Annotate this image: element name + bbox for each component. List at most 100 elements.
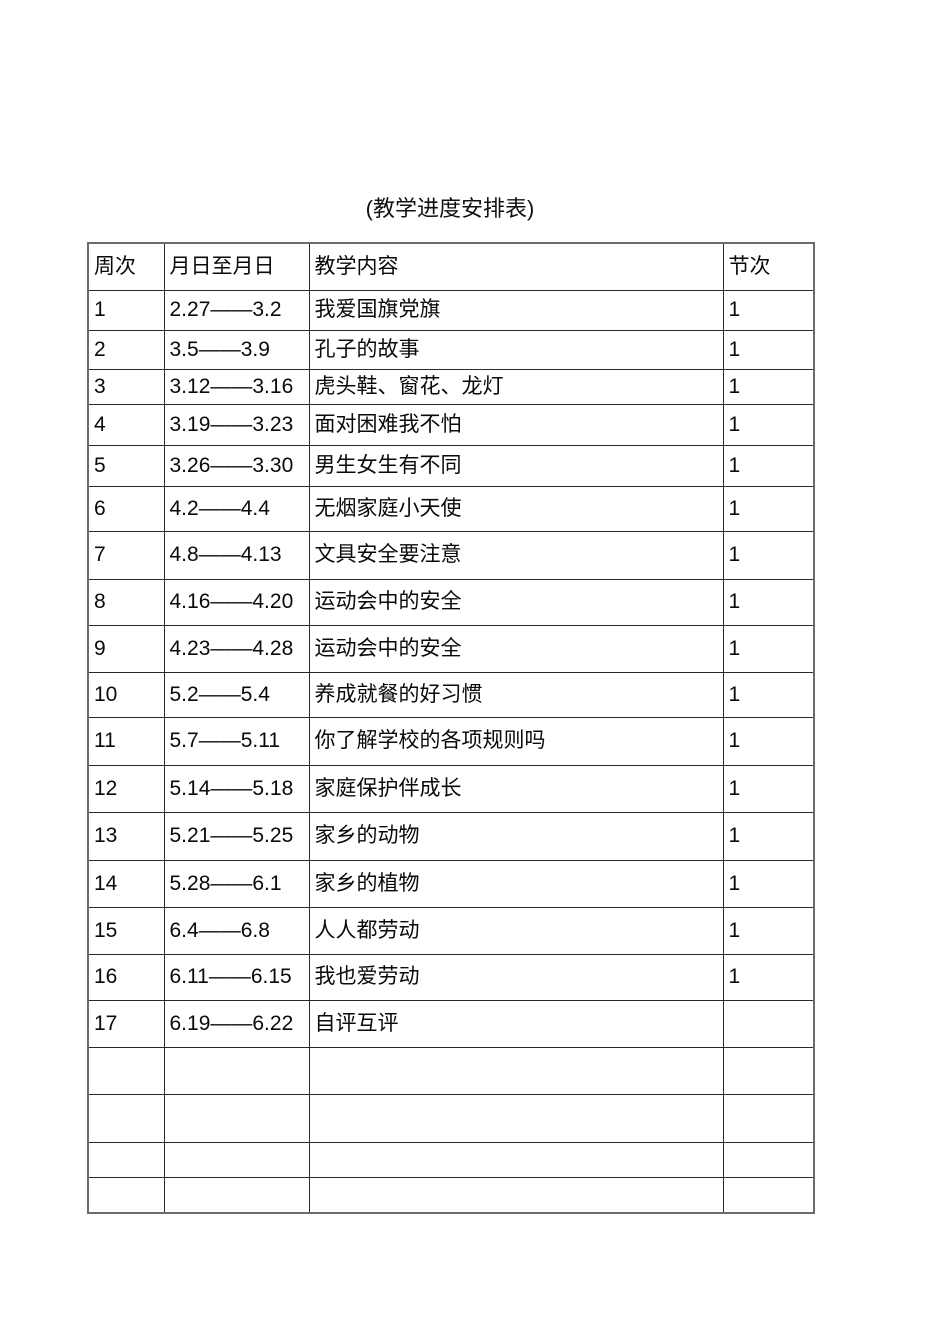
- table-row-empty: [87, 1093, 815, 1143]
- periods-cell: 1: [722, 289, 815, 331]
- table-row: 10 5.2——5.4 养成就餐的好习惯 1: [87, 671, 815, 718]
- periods-cell: 1: [722, 906, 815, 955]
- dates-cell: 5.21——5.25: [163, 811, 310, 861]
- week-cell: 9: [87, 624, 165, 673]
- week-cell: 15: [87, 906, 165, 955]
- table-row-empty: [87, 1046, 815, 1095]
- week-cell: 8: [87, 578, 165, 626]
- dates-cell: 3.12——3.16: [163, 368, 310, 405]
- table-row-empty: [87, 1141, 815, 1178]
- periods-cell: 1: [722, 485, 815, 532]
- dates-cell: 5.2——5.4: [163, 671, 310, 718]
- table-row: 17 6.19——6.22 自评互评: [87, 999, 815, 1048]
- dates-cell: [163, 1093, 310, 1143]
- table-row: 16 6.11——6.15 我也爱劳动 1: [87, 953, 815, 1001]
- table-row: 13 5.21——5.25 家乡的动物 1: [87, 811, 815, 861]
- dates-cell: 4.16——4.20: [163, 578, 310, 626]
- content-cell: 家乡的动物: [308, 811, 724, 861]
- content-cell: 孔子的故事: [308, 329, 724, 370]
- table-row: 4 3.19——3.23 面对困难我不怕 1: [87, 403, 815, 446]
- table-row: 9 4.23——4.28 运动会中的安全 1: [87, 624, 815, 673]
- content-cell: 我爱国旗党旗: [308, 289, 724, 331]
- dates-cell: 3.26——3.30: [163, 444, 310, 487]
- teaching-schedule-table: 周次 月日至月日 教学内容 节次 1 2.27——3.2 我爱国旗党旗 1 2 …: [87, 242, 815, 1214]
- dates-cell: [163, 1046, 310, 1095]
- periods-cell: [722, 1093, 815, 1143]
- week-cell: 14: [87, 859, 165, 908]
- content-cell: 男生女生有不同: [308, 444, 724, 487]
- content-cell: 你了解学校的各项规则吗: [308, 716, 724, 766]
- content-cell: [308, 1141, 724, 1178]
- dates-cell: 4.23——4.28: [163, 624, 310, 673]
- content-cell: [308, 1176, 724, 1214]
- periods-cell: 1: [722, 764, 815, 813]
- periods-cell: 1: [722, 624, 815, 673]
- dates-cell: 2.27——3.2: [163, 289, 310, 331]
- table-row: 15 6.4——6.8 人人都劳动 1: [87, 906, 815, 955]
- dates-cell: 5.14——5.18: [163, 764, 310, 813]
- dates-cell: 3.19——3.23: [163, 403, 310, 446]
- content-cell: [308, 1046, 724, 1095]
- periods-cell: 1: [722, 578, 815, 626]
- week-cell: [87, 1176, 165, 1214]
- dates-cell: 6.4——6.8: [163, 906, 310, 955]
- content-cell: 自评互评: [308, 999, 724, 1048]
- dates-cell: [163, 1176, 310, 1214]
- dates-cell: 5.28——6.1: [163, 859, 310, 908]
- table-row: 1 2.27——3.2 我爱国旗党旗 1: [87, 289, 815, 331]
- dates-cell: 6.11——6.15: [163, 953, 310, 1001]
- content-cell: 虎头鞋、窗花、龙灯: [308, 368, 724, 405]
- periods-cell: 1: [722, 716, 815, 766]
- week-cell: [87, 1141, 165, 1178]
- periods-cell: 1: [722, 530, 815, 580]
- week-cell: [87, 1093, 165, 1143]
- periods-cell: 1: [722, 953, 815, 1001]
- week-cell: 5: [87, 444, 165, 487]
- week-cell: 1: [87, 289, 165, 331]
- table-row: 5 3.26——3.30 男生女生有不同 1: [87, 444, 815, 487]
- week-cell: 17: [87, 999, 165, 1048]
- content-cell: 无烟家庭小天使: [308, 485, 724, 532]
- table-row-empty: [87, 1176, 815, 1214]
- dates-cell: 4.8——4.13: [163, 530, 310, 580]
- week-cell: 2: [87, 329, 165, 370]
- content-cell: 运动会中的安全: [308, 624, 724, 673]
- week-cell: 3: [87, 368, 165, 405]
- periods-cell: 1: [722, 403, 815, 446]
- periods-cell: 1: [722, 368, 815, 405]
- table-row: 7 4.8——4.13 文具安全要注意 1: [87, 530, 815, 580]
- week-cell: 12: [87, 764, 165, 813]
- periods-cell: [722, 1046, 815, 1095]
- periods-cell: 1: [722, 329, 815, 370]
- content-cell: 文具安全要注意: [308, 530, 724, 580]
- dates-cell: 5.7——5.11: [163, 716, 310, 766]
- header-week: 周次: [87, 242, 165, 291]
- content-cell: 家庭保护伴成长: [308, 764, 724, 813]
- week-cell: 13: [87, 811, 165, 861]
- week-cell: 10: [87, 671, 165, 718]
- content-cell: 运动会中的安全: [308, 578, 724, 626]
- periods-cell: [722, 1176, 815, 1214]
- periods-cell: 1: [722, 444, 815, 487]
- week-cell: 16: [87, 953, 165, 1001]
- week-cell: 6: [87, 485, 165, 532]
- dates-cell: 6.19——6.22: [163, 999, 310, 1048]
- table-row: 6 4.2——4.4 无烟家庭小天使 1: [87, 485, 815, 532]
- header-dates: 月日至月日: [163, 242, 310, 291]
- header-periods: 节次: [722, 242, 815, 291]
- periods-cell: 1: [722, 811, 815, 861]
- periods-cell: 1: [722, 859, 815, 908]
- table-row: 3 3.12——3.16 虎头鞋、窗花、龙灯 1: [87, 368, 815, 405]
- periods-cell: 1: [722, 671, 815, 718]
- dates-cell: 3.5——3.9: [163, 329, 310, 370]
- content-cell: 家乡的植物: [308, 859, 724, 908]
- table-row: 2 3.5——3.9 孔子的故事 1: [87, 329, 815, 370]
- content-cell: 人人都劳动: [308, 906, 724, 955]
- week-cell: 4: [87, 403, 165, 446]
- week-cell: [87, 1046, 165, 1095]
- page-title: (教学进度安排表): [365, 196, 535, 221]
- periods-cell: [722, 999, 815, 1048]
- dates-cell: [163, 1141, 310, 1178]
- table-header-row: 周次 月日至月日 教学内容 节次: [87, 242, 815, 291]
